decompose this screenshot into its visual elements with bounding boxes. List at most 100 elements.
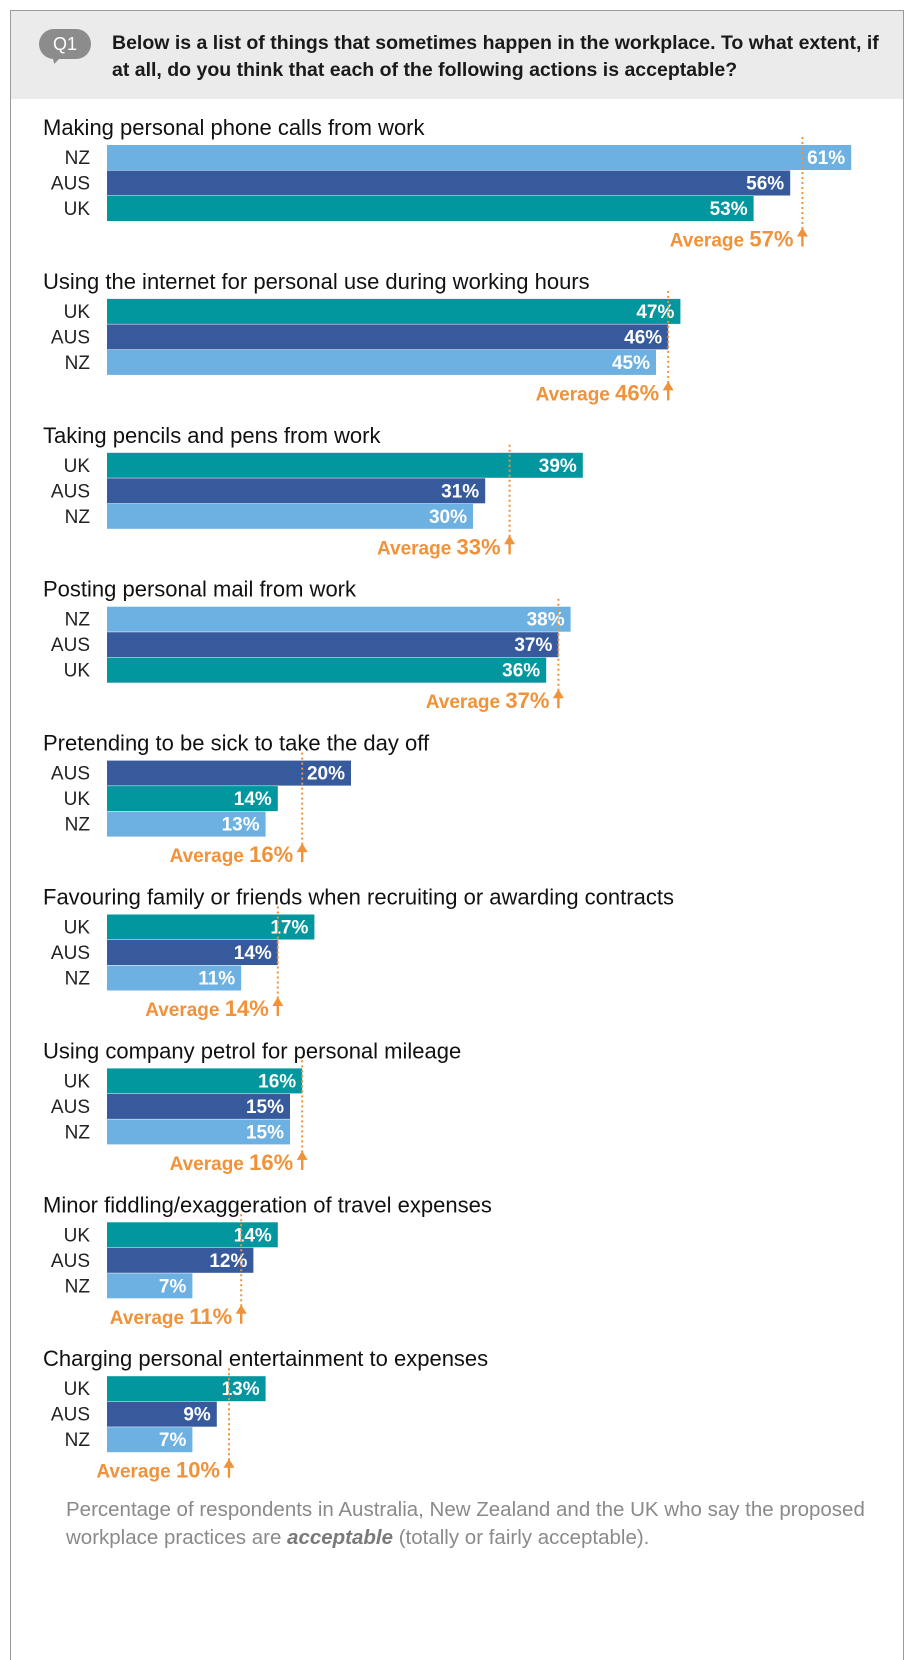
value-label: 16%	[258, 1071, 296, 1092]
footnote-emphasis: acceptable	[287, 1526, 394, 1549]
value-label: 15%	[246, 1097, 284, 1118]
bar-aus	[107, 324, 669, 350]
footnote-tail: (totally or fairly acceptable).	[393, 1526, 650, 1549]
group-title: Taking pencils and pens from work	[43, 423, 381, 448]
value-label: 53%	[710, 199, 748, 220]
bar-uk	[107, 298, 681, 324]
footnote: Percentage of respondents in Australia, …	[66, 1496, 866, 1552]
average-value: 16%	[249, 1150, 293, 1175]
country-label: UK	[64, 199, 91, 220]
value-label: 47%	[636, 302, 674, 323]
country-label: UK	[64, 789, 91, 810]
average-arrow-icon	[272, 997, 284, 1006]
average-label: Average 57%	[670, 227, 794, 252]
average-arrow-icon	[223, 1458, 235, 1468]
average-word: Average	[110, 1308, 190, 1329]
average-word: Average	[96, 1462, 176, 1483]
country-label: UK	[64, 456, 91, 477]
bar-nz	[107, 349, 656, 375]
country-label: NZ	[65, 610, 91, 631]
group-title: Making personal phone calls from work	[43, 115, 426, 140]
country-label: NZ	[65, 815, 91, 836]
country-label: NZ	[65, 969, 91, 990]
bar-aus	[107, 940, 278, 965]
group-title: Minor fiddling/exaggeration of travel ex…	[43, 1192, 492, 1217]
value-label: 12%	[209, 1251, 247, 1272]
average-value: 57%	[749, 227, 793, 252]
average-word: Average	[670, 231, 750, 252]
country-label: AUS	[51, 635, 90, 656]
bar-uk	[107, 914, 315, 940]
value-label: 31%	[441, 481, 479, 502]
average-arrow-icon	[552, 689, 564, 699]
value-label: 36%	[502, 661, 540, 682]
group-title: Posting personal mail from work	[43, 577, 357, 602]
country-label: UK	[64, 918, 91, 939]
bar-uk	[107, 657, 547, 683]
bar-uk	[107, 452, 583, 478]
average-value: 14%	[225, 996, 269, 1021]
country-label: AUS	[51, 943, 90, 964]
value-label: 14%	[234, 789, 272, 810]
value-label: 14%	[234, 1225, 272, 1246]
average-value: 10%	[176, 1458, 220, 1483]
group-title: Pretending to be sick to take the day of…	[43, 731, 430, 756]
value-label: 20%	[307, 764, 345, 785]
country-label: AUS	[51, 1251, 90, 1272]
value-label: 17%	[270, 918, 308, 939]
bar-aus	[107, 632, 559, 658]
average-arrow-icon	[235, 1304, 247, 1314]
country-label: AUS	[51, 481, 90, 502]
country-label: NZ	[65, 353, 91, 374]
bar-uk	[107, 1376, 266, 1402]
country-label: NZ	[65, 1122, 91, 1143]
average-word: Average	[170, 846, 250, 867]
group-title: Using the internet for personal use duri…	[43, 269, 590, 294]
country-label: NZ	[65, 1430, 91, 1451]
bar-nz	[107, 965, 242, 991]
average-value: 37%	[505, 688, 549, 713]
average-word: Average	[536, 384, 616, 405]
value-label: 61%	[807, 148, 845, 169]
country-label: AUS	[51, 327, 90, 348]
bar-aus	[107, 1093, 290, 1119]
group-title: Charging personal entertainment to expen…	[43, 1346, 488, 1371]
bar-aus	[107, 170, 791, 196]
value-label: 56%	[746, 174, 784, 195]
bar-uk	[107, 1068, 303, 1094]
bar-aus	[107, 478, 486, 504]
country-label: UK	[64, 1071, 91, 1092]
average-value: 46%	[615, 380, 659, 405]
value-label: 37%	[514, 635, 552, 656]
value-label: 38%	[527, 610, 565, 631]
value-label: 15%	[246, 1122, 284, 1143]
bar-uk	[107, 196, 754, 221]
bar-uk	[107, 786, 278, 812]
bar-uk	[107, 1222, 278, 1248]
value-label: 14%	[234, 943, 272, 964]
question-text: Below is a list of things that sometimes…	[112, 32, 879, 81]
bar-nz	[107, 1119, 290, 1145]
average-arrow-icon	[296, 843, 308, 853]
group-title: Using company petrol for personal mileag…	[43, 1038, 461, 1063]
average-label: Average 14%	[145, 996, 269, 1021]
average-word: Average	[170, 1154, 250, 1175]
average-value: 16%	[249, 842, 293, 867]
bar-nz	[107, 1273, 193, 1299]
country-label: AUS	[51, 1097, 90, 1118]
bar-aus	[107, 760, 351, 786]
country-label: NZ	[65, 507, 91, 528]
bar-nz	[107, 811, 266, 837]
country-label: NZ	[65, 148, 91, 169]
value-label: 39%	[539, 456, 577, 477]
average-value: 33%	[457, 534, 501, 559]
country-label: NZ	[65, 1276, 91, 1297]
average-arrow-icon	[296, 1150, 308, 1160]
value-label: 7%	[159, 1430, 187, 1451]
value-label: 45%	[612, 353, 650, 374]
bar-aus	[107, 1247, 254, 1273]
average-word: Average	[426, 692, 506, 713]
average-arrow-icon	[662, 381, 674, 391]
average-value: 11%	[189, 1304, 232, 1329]
country-label: AUS	[51, 1405, 90, 1426]
